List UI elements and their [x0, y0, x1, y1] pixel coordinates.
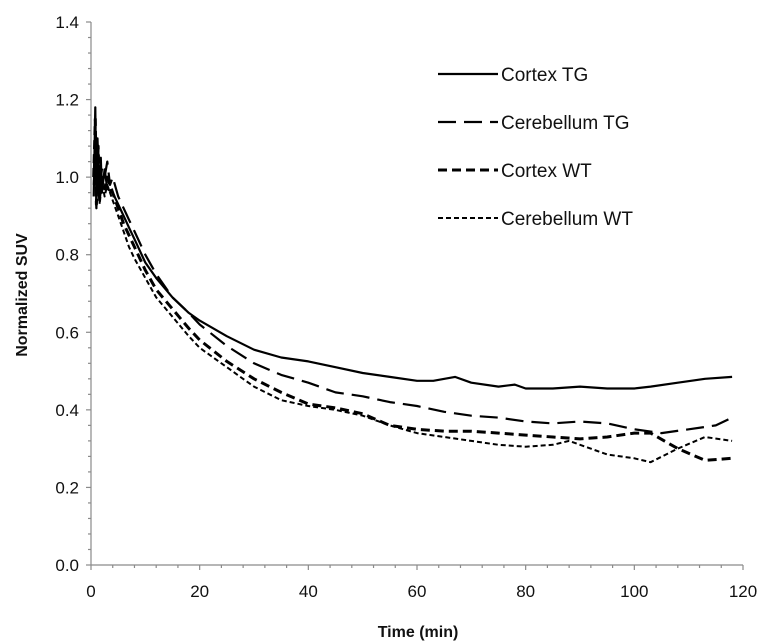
- y-tick-label: 0.8: [55, 246, 79, 265]
- x-tick-label: 0: [86, 582, 95, 601]
- y-axis-title: Normalized SUV: [14, 233, 31, 357]
- x-tick-label: 20: [190, 582, 209, 601]
- x-tick-label: 80: [516, 582, 535, 601]
- y-tick-label: 0.0: [55, 556, 79, 575]
- legend: Cortex TG Cerebellum TG Cortex WT Cerebellu…: [438, 65, 633, 230]
- legend-label-2: Cerebellum TG: [501, 113, 629, 134]
- series-line-4: [92, 137, 733, 464]
- x-tick-label: 120: [729, 582, 757, 601]
- legend-label-1: Cortex TG: [501, 65, 588, 86]
- axes: 0.0 0.2 0.4 0.6 0.8 1.0 1.2 1.4 0 20 40 60 80 100 120: [55, 13, 757, 601]
- x-tick-label: 60: [408, 582, 427, 601]
- x-tick-label: 100: [620, 582, 648, 601]
- y-tick-label: 0.2: [55, 478, 79, 497]
- y-tick-label: 0.6: [55, 323, 79, 342]
- series-line-1: [92, 106, 733, 390]
- x-axis-title: Time (min): [378, 624, 459, 641]
- y-tick-label: 1.4: [55, 13, 79, 32]
- legend-label-3: Cortex WT: [501, 161, 592, 182]
- y-tick-label: 1.2: [55, 91, 79, 110]
- series-line-2: [92, 129, 733, 435]
- series-line-3: [92, 117, 733, 462]
- x-tick-label: 40: [299, 582, 318, 601]
- legend-label-4: Cerebellum WT: [501, 209, 633, 230]
- y-tick-label: 0.4: [55, 401, 79, 420]
- y-tick-label: 1.0: [55, 168, 79, 187]
- series-layer: [92, 106, 733, 464]
